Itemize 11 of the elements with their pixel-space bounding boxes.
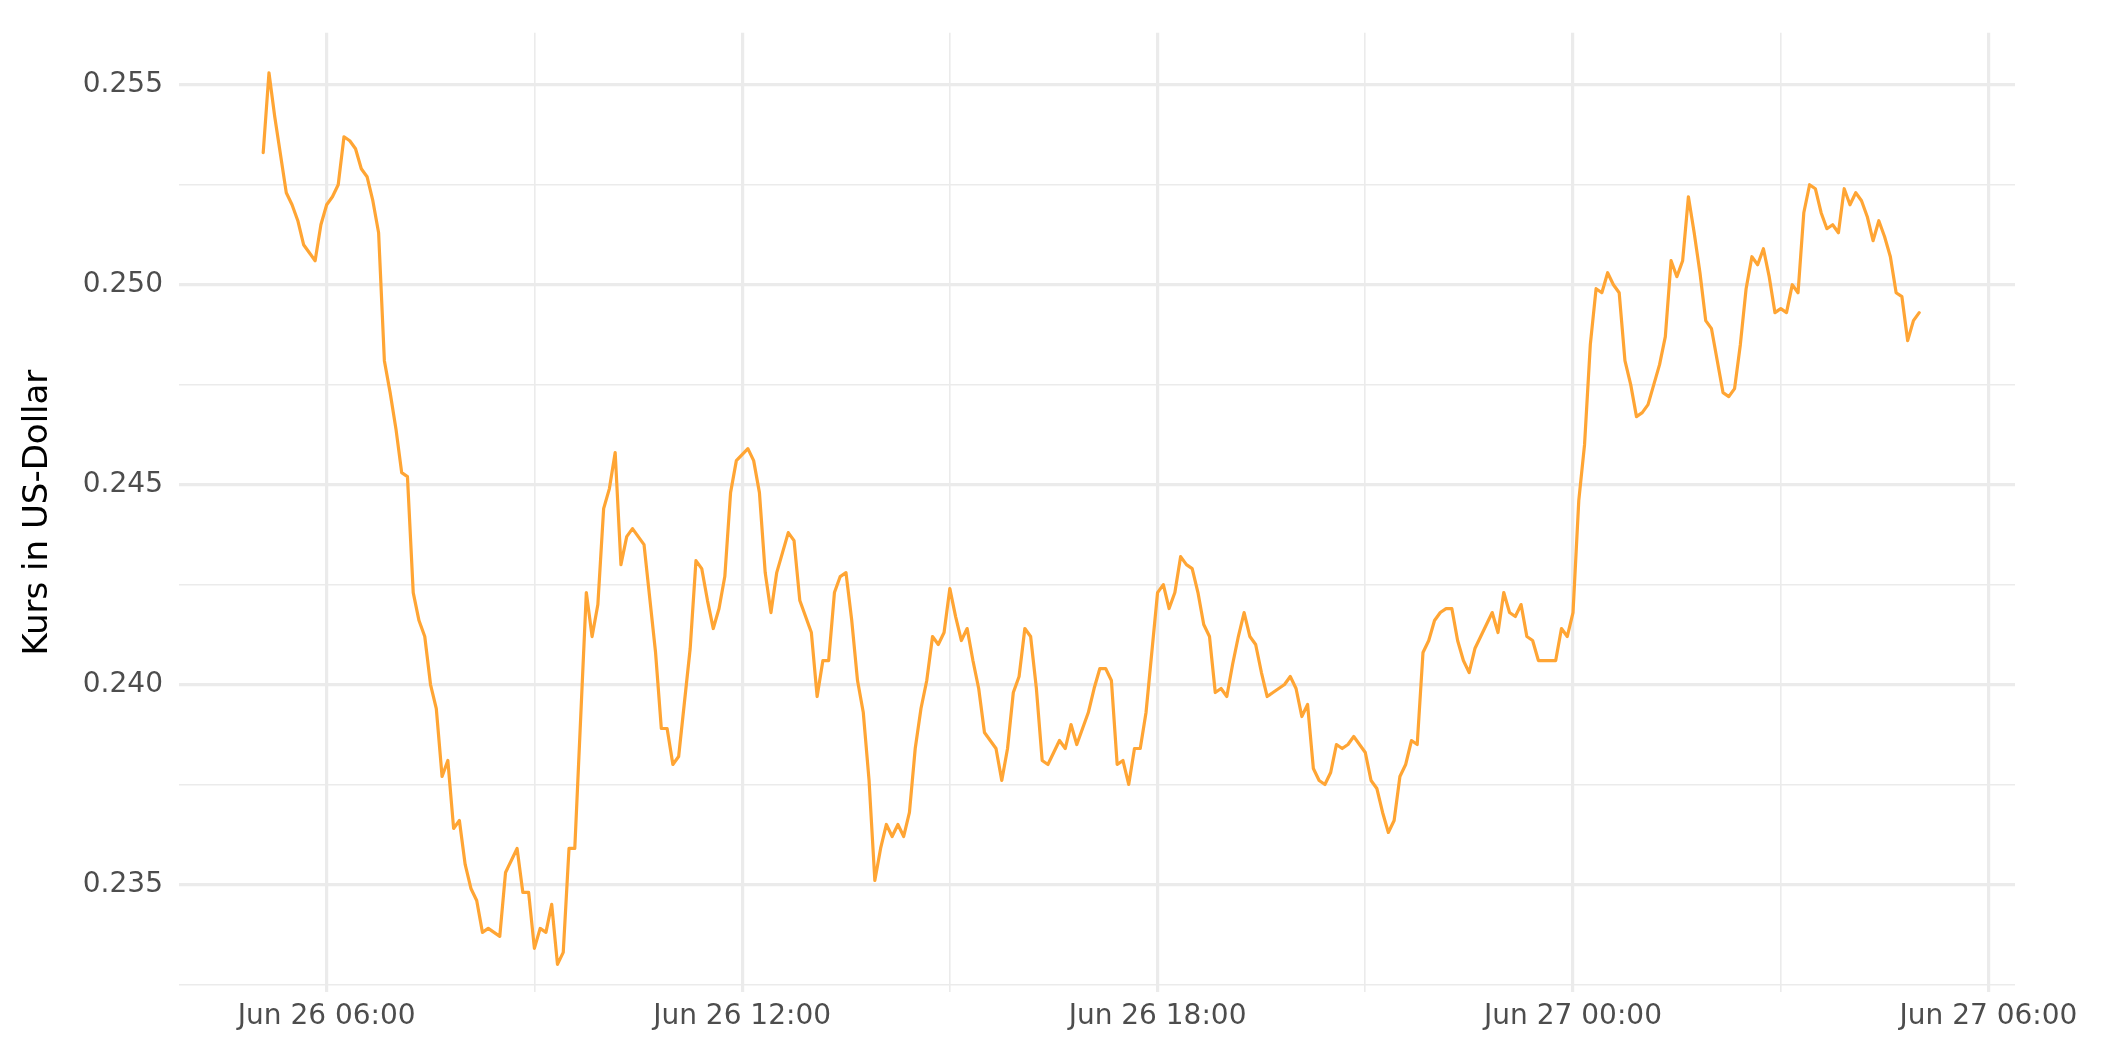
x-tick-label: Jun 26 06:00 bbox=[235, 998, 416, 1032]
x-tick-label: Jun 27 00:00 bbox=[1482, 998, 1662, 1032]
y-tick-label: 0.245 bbox=[82, 465, 163, 499]
x-tick-label: Jun 26 18:00 bbox=[1066, 998, 1247, 1032]
x-tick-label: Jun 26 12:00 bbox=[651, 998, 832, 1032]
x-tick-label: Jun 27 06:00 bbox=[1897, 998, 2078, 1032]
y-tick-label: 0.240 bbox=[82, 665, 163, 699]
y-tick-label: 0.250 bbox=[82, 265, 163, 299]
y-tick-label: 0.255 bbox=[82, 66, 163, 100]
y-axis-title: Kurs in US-Dollar bbox=[15, 369, 56, 656]
y-tick-label: 0.235 bbox=[82, 865, 163, 899]
